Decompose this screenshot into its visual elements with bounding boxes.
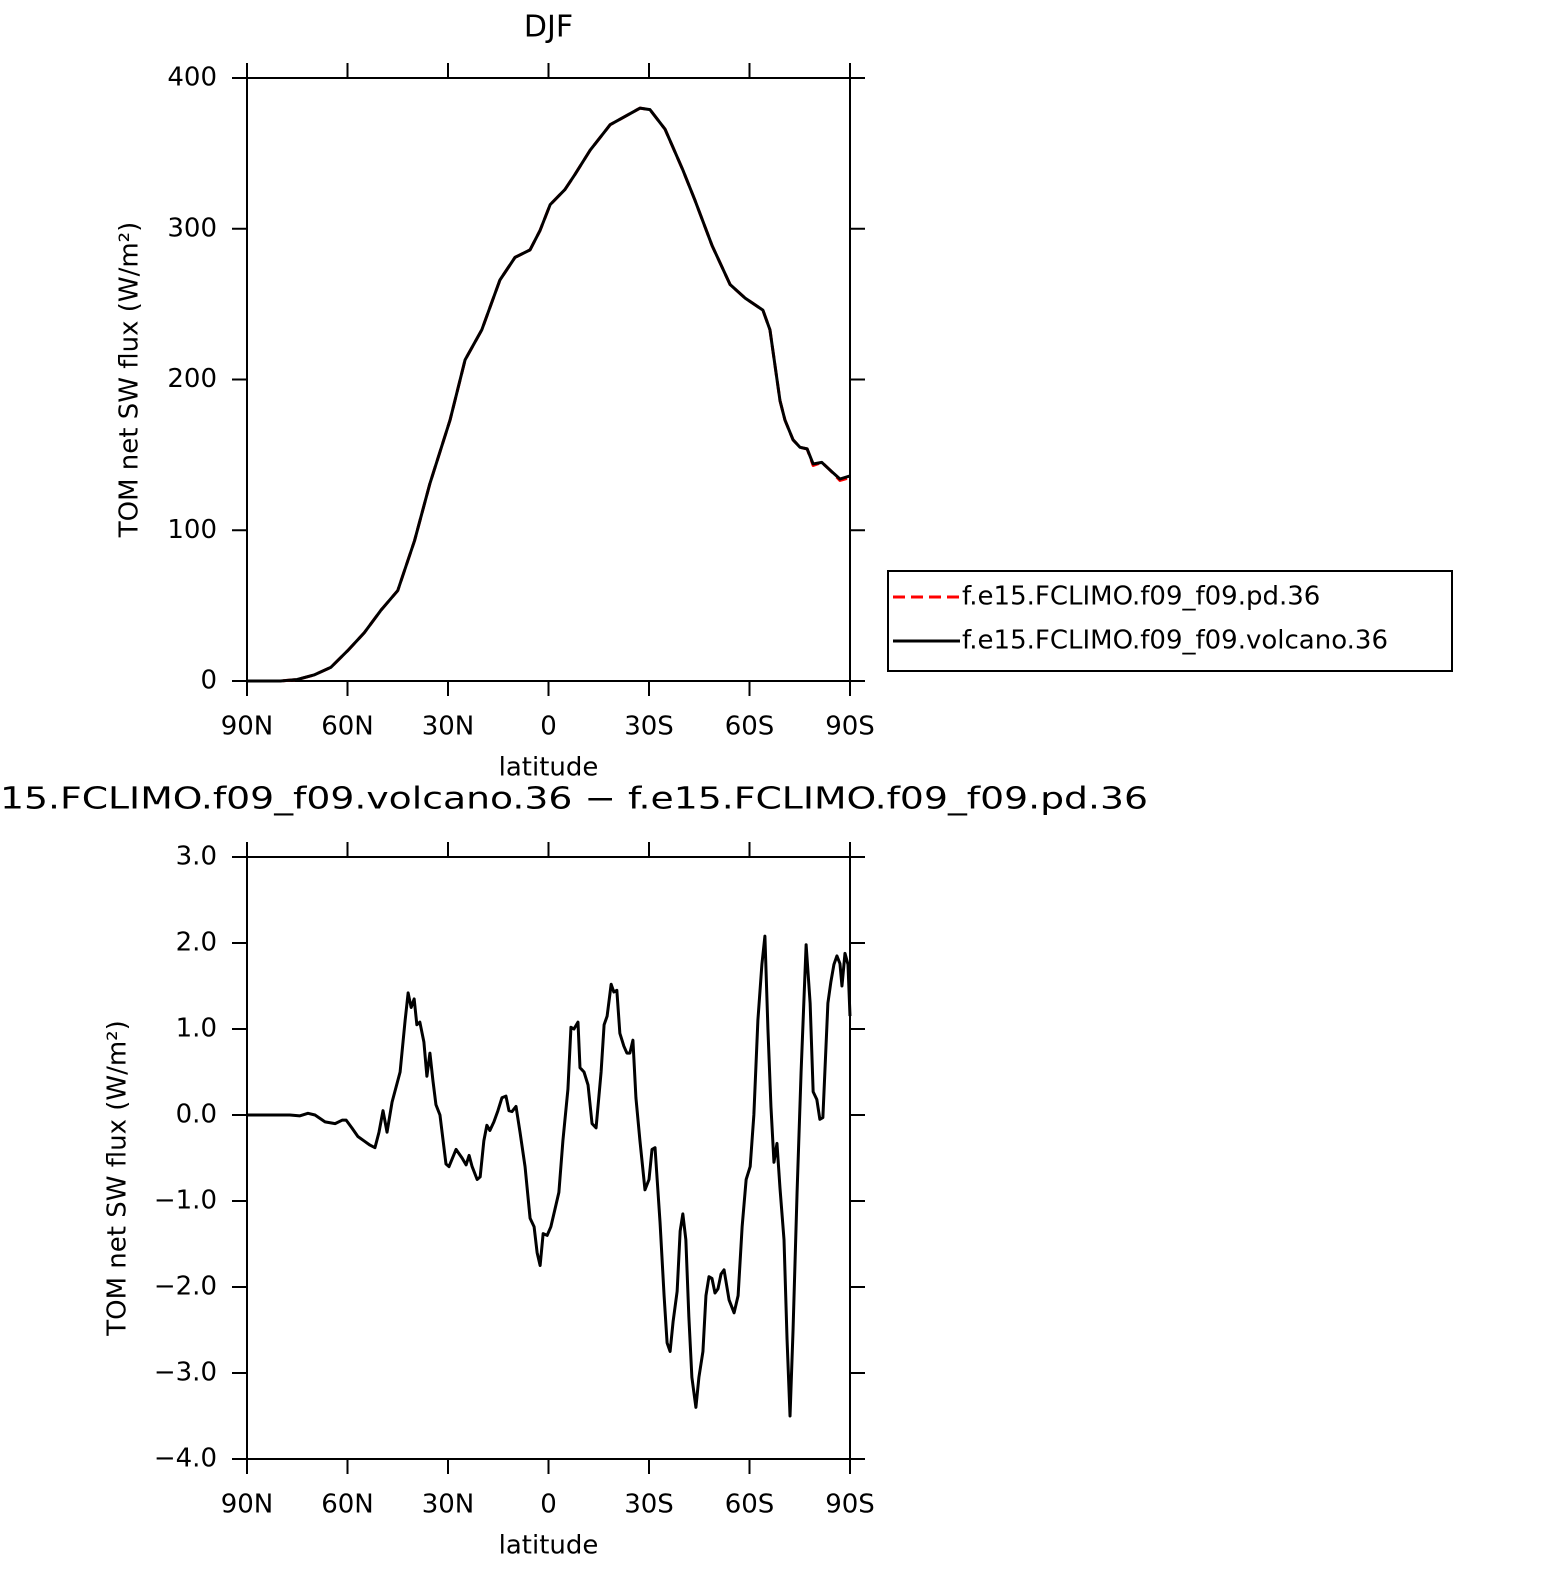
y-tick-label: −1.0 (154, 1186, 217, 1216)
y-tick-label: 0.0 (176, 1100, 217, 1130)
x-tick-label: 90N (221, 712, 274, 742)
x-tick-label: 60S (725, 712, 775, 742)
legend-label: f.e15.FCLIMO.f09_f09.pd.36 (962, 582, 1320, 612)
plot-frame (246, 77, 851, 682)
y-axis-label: TOM net SW flux (W/m²) (103, 1020, 133, 1336)
plot-frame (246, 856, 851, 1460)
y-tick-label: 200 (167, 364, 217, 394)
data-line (247, 934, 852, 1418)
x-tick-label: 60N (321, 712, 374, 742)
x-tick-label: 0 (540, 1490, 557, 1520)
y-tick-label: −3.0 (154, 1358, 217, 1388)
x-tick-label: 30N (422, 1490, 475, 1520)
data-line (247, 106, 851, 683)
y-tick-label: 100 (167, 515, 217, 545)
legend-box (887, 570, 1453, 672)
legend-label: f.e15.FCLIMO.f09_f09.volcano.36 (962, 626, 1388, 656)
x-tick-label: 30S (624, 1490, 674, 1520)
x-tick-label: 60N (321, 1490, 374, 1520)
y-tick-label: −4.0 (154, 1444, 217, 1474)
x-tick-label: 0 (540, 712, 557, 742)
x-tick-label: 60S (725, 1490, 775, 1520)
y-axis-label: TOM net SW flux (W/m²) (115, 222, 145, 538)
x-axis-label: latitude (499, 753, 599, 783)
chart-title: DJF (524, 10, 573, 45)
y-tick-label: 300 (167, 213, 217, 243)
x-tick-label: 90N (221, 1490, 274, 1520)
x-axis-label: latitude (499, 1531, 599, 1561)
chart-title: 15.FCLIMO.f09_f09.volcano.36 − f.e15.FCL… (0, 782, 1148, 817)
x-tick-label: 30N (422, 712, 475, 742)
y-tick-label: 1.0 (176, 1014, 217, 1044)
x-tick-label: 90S (825, 1490, 875, 1520)
y-tick-label: −2.0 (154, 1272, 217, 1302)
y-tick-label: 400 (167, 63, 217, 93)
y-tick-label: 3.0 (176, 842, 217, 872)
y-tick-label: 0 (200, 666, 217, 696)
y-tick-label: 2.0 (176, 928, 217, 958)
x-tick-label: 90S (825, 712, 875, 742)
data-line (247, 106, 851, 683)
x-tick-label: 30S (624, 712, 674, 742)
